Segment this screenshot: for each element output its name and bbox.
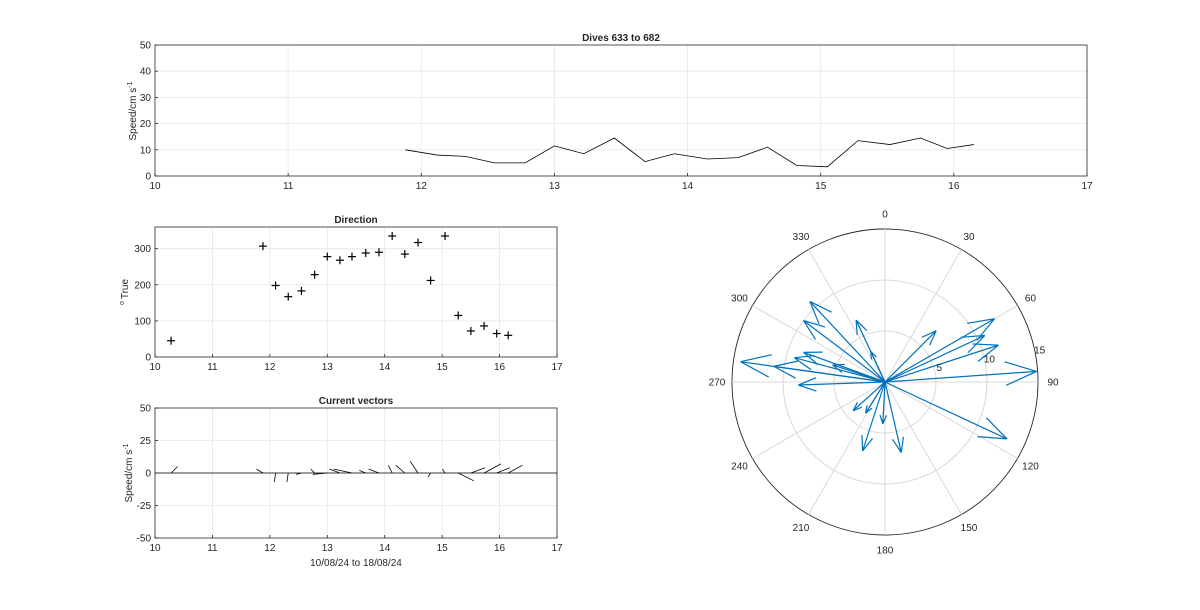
direction-xtick-label: 16 bbox=[494, 362, 506, 373]
polar-spoke bbox=[809, 382, 886, 515]
polar-theta-label: 210 bbox=[793, 523, 810, 534]
direction-ytick-label: 100 bbox=[134, 316, 151, 327]
polar-arrow-head bbox=[1005, 362, 1037, 372]
vectors-xtick-label: 11 bbox=[207, 543, 218, 554]
polar-arrow-head bbox=[856, 320, 867, 331]
direction-ylabel: oTrue bbox=[119, 279, 131, 306]
direction-xtick-label: 11 bbox=[207, 362, 218, 373]
polar-spoke bbox=[752, 306, 885, 383]
polar-theta-label: 90 bbox=[1047, 378, 1059, 389]
polar-arrow-head bbox=[794, 356, 815, 358]
vectors-xtick-label: 12 bbox=[264, 543, 276, 554]
speed-ylabel: Speed/cm s-1 bbox=[127, 81, 139, 140]
vectors-ytick-label: 25 bbox=[140, 436, 152, 447]
polar-arrow-head bbox=[977, 319, 995, 341]
speed-ytick-label: 10 bbox=[140, 145, 152, 156]
polar-arrow-head bbox=[741, 355, 772, 362]
direction-ylabel-degree: o bbox=[119, 301, 126, 305]
polar-theta-label: 150 bbox=[961, 523, 978, 534]
speed-xtick-label: 17 bbox=[1081, 181, 1093, 192]
polar-arrow-shaft bbox=[885, 382, 901, 453]
direction-xtick-label: 14 bbox=[379, 362, 391, 373]
polar-arrow bbox=[885, 382, 903, 453]
speed-ytick-label: 0 bbox=[145, 172, 151, 183]
direction-ytick-label: 0 bbox=[145, 353, 151, 364]
vectors-xlabel: 10/08/24 to 18/08/24 bbox=[310, 558, 402, 569]
speed-xtick-label: 14 bbox=[682, 181, 694, 192]
polar-arrow-head bbox=[774, 361, 798, 366]
direction-ylabel-text: True bbox=[120, 279, 131, 300]
polar-arrow-head bbox=[862, 435, 863, 451]
speed-title: Dives 633 to 682 bbox=[582, 33, 660, 44]
speed-plot-background bbox=[155, 45, 1087, 176]
polar-spoke bbox=[885, 382, 1018, 459]
speed-ytick-label: 30 bbox=[140, 93, 152, 104]
polar-theta-label: 120 bbox=[1022, 462, 1039, 473]
speed-ytick-label: 40 bbox=[140, 67, 152, 78]
speed-ytick-label: 20 bbox=[140, 119, 152, 130]
polar-theta-label: 300 bbox=[731, 294, 748, 305]
vectors-ytick-label: 50 bbox=[140, 404, 152, 415]
polar-arrow-head bbox=[901, 437, 903, 453]
polar-arrow-shaft bbox=[794, 358, 885, 382]
polar-theta-label: 0 bbox=[882, 210, 888, 221]
speed-ytick-label: 50 bbox=[140, 41, 152, 52]
direction-xtick-label: 15 bbox=[437, 362, 449, 373]
polar-theta-label: 330 bbox=[793, 232, 810, 243]
direction-xtick-label: 17 bbox=[551, 362, 563, 373]
speed-ylabel-exponent: -1 bbox=[127, 81, 134, 87]
vectors-xtick-label: 10 bbox=[149, 543, 161, 554]
polar-compass-panel: 0 30 60 90 120 150 180 210 240 270 300 330 5 10 15 bbox=[709, 210, 1059, 557]
polar-r-label: 15 bbox=[1034, 345, 1046, 356]
speed-xtick-label: 16 bbox=[948, 181, 960, 192]
polar-theta-label: 30 bbox=[963, 232, 975, 243]
vectors-xtick-label: 16 bbox=[494, 543, 506, 554]
speed-xtick-label: 11 bbox=[283, 181, 294, 192]
speed-xtick-label: 13 bbox=[549, 181, 561, 192]
vectors-xtick-label: 15 bbox=[437, 543, 449, 554]
vectors-ylabel-exponent: -1 bbox=[123, 443, 130, 449]
direction-panel: 10 11 12 13 14 15 16 17 0 100 200 300 Direction oTr… bbox=[119, 215, 563, 373]
vectors-ytick-label: 0 bbox=[145, 469, 151, 480]
polar-theta-label: 270 bbox=[709, 378, 726, 389]
polar-theta-label: 60 bbox=[1025, 294, 1037, 305]
polar-r-label: 10 bbox=[984, 354, 996, 365]
polar-theta-label: 240 bbox=[731, 462, 748, 473]
vectors-xtick-label: 14 bbox=[379, 543, 391, 554]
vectors-xtick-label: 13 bbox=[322, 543, 334, 554]
polar-arrow-shaft bbox=[885, 335, 985, 382]
polar-spoke bbox=[885, 382, 962, 515]
current-vectors-panel: 10 11 12 13 14 15 16 17 -50 -25 0 25 50 Current vect… bbox=[123, 396, 563, 569]
polar-arrow bbox=[885, 335, 985, 382]
speed-xtick-label: 15 bbox=[815, 181, 827, 192]
speed-xtick-label: 10 bbox=[149, 181, 161, 192]
polar-spoke bbox=[885, 249, 962, 382]
polar-spoke bbox=[809, 249, 886, 382]
direction-ytick-label: 200 bbox=[134, 280, 151, 291]
direction-xtick-label: 13 bbox=[322, 362, 334, 373]
polar-arrow-shaft bbox=[885, 382, 1007, 439]
polar-r-label: 5 bbox=[936, 363, 942, 374]
direction-title: Direction bbox=[334, 215, 377, 226]
direction-xtick-label: 10 bbox=[149, 362, 161, 373]
direction-xtick-label: 12 bbox=[264, 362, 276, 373]
vectors-ylabel-text: Speed/cm s bbox=[124, 450, 135, 503]
speed-ylabel-text: Speed/cm s bbox=[128, 88, 139, 141]
vectors-title: Current vectors bbox=[319, 396, 394, 407]
polar-arrow-shaft bbox=[885, 371, 1037, 382]
vectors-ytick-label: -50 bbox=[137, 534, 152, 545]
polar-arrow-head bbox=[798, 385, 816, 391]
direction-ytick-label: 300 bbox=[134, 244, 151, 255]
vectors-xtick-label: 17 bbox=[551, 543, 563, 554]
polar-theta-label: 180 bbox=[877, 546, 894, 557]
polar-arrow-head bbox=[880, 415, 883, 424]
speed-xtick-label: 12 bbox=[416, 181, 428, 192]
polar-arrow bbox=[885, 382, 1007, 439]
vectors-ytick-label: -25 bbox=[137, 501, 152, 512]
polar-arrow-head bbox=[986, 418, 1007, 439]
vectors-ylabel: Speed/cm s-1 bbox=[123, 443, 135, 502]
